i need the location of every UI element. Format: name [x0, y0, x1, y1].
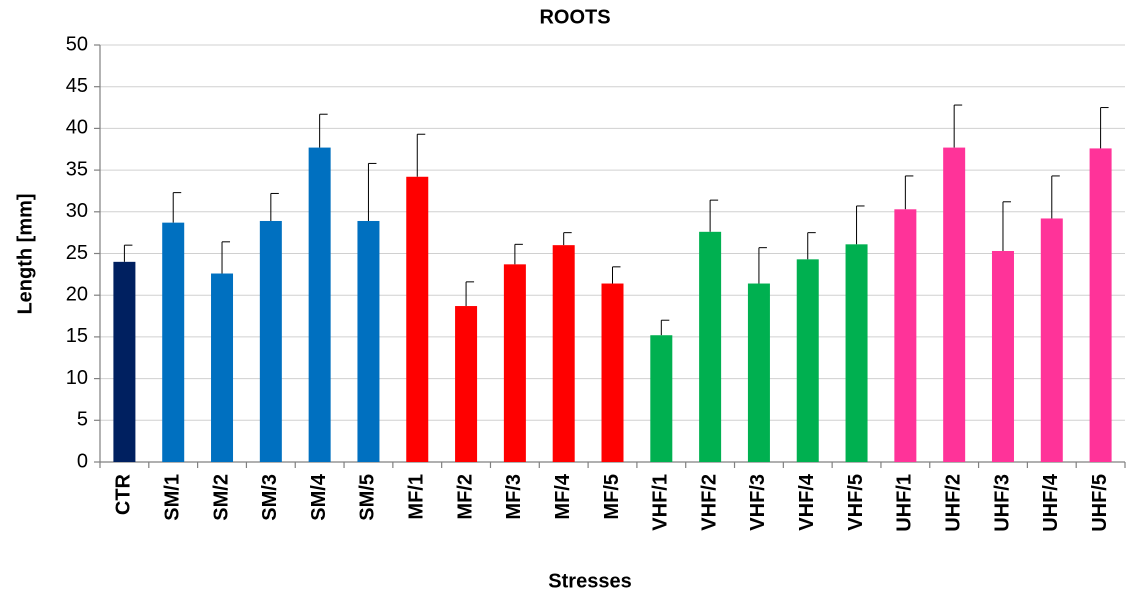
x-tick-label: MF/4	[552, 473, 574, 519]
bar	[552, 245, 575, 462]
bar	[699, 231, 722, 462]
x-tick-label: MF/2	[454, 474, 476, 520]
x-tick-label: SM/3	[259, 474, 281, 521]
x-tick-label: UHF/2	[942, 474, 964, 532]
chart-title: ROOTS	[539, 6, 610, 28]
y-axis-title: Length [mm]	[14, 193, 36, 314]
x-tick-label: VHF/3	[747, 474, 769, 531]
x-tick-label: UHF/4	[1040, 473, 1062, 532]
y-tick-label: 20	[66, 283, 88, 305]
bar	[211, 273, 234, 462]
bar	[1089, 148, 1112, 462]
bar	[259, 220, 282, 462]
x-tick-label: MF/1	[406, 474, 428, 520]
y-tick-label: 15	[66, 325, 88, 347]
bar	[991, 250, 1014, 462]
x-tick-label: CTR	[113, 473, 135, 515]
bar	[162, 222, 185, 462]
x-tick-label: MF/5	[601, 474, 623, 520]
y-tick-label: 0	[77, 450, 88, 472]
y-tick-label: 50	[66, 33, 88, 55]
y-tick-label: 45	[66, 75, 88, 97]
bar	[894, 209, 917, 462]
y-tick-label: 25	[66, 242, 88, 264]
y-tick-label: 40	[66, 117, 88, 139]
x-tick-label: SM/1	[161, 474, 183, 521]
bar	[455, 306, 478, 462]
bar	[1040, 218, 1063, 462]
x-tick-label: VHF/1	[650, 474, 672, 531]
bar	[601, 283, 624, 462]
y-tick-label: 30	[66, 200, 88, 222]
y-tick-label: 5	[77, 409, 88, 431]
bar	[503, 264, 526, 462]
bar	[308, 147, 331, 462]
bar	[796, 259, 819, 462]
y-tick-label: 35	[66, 158, 88, 180]
x-tick-label: UHF/3	[991, 474, 1013, 532]
bar	[113, 261, 136, 462]
x-tick-label: VHF/5	[845, 474, 867, 531]
bar	[845, 244, 868, 462]
x-tick-label: VHF/4	[796, 473, 818, 531]
x-tick-label: SM/2	[210, 474, 232, 521]
x-tick-label: SM/5	[357, 474, 379, 521]
x-tick-label: MF/3	[503, 474, 525, 520]
bar	[943, 147, 966, 462]
x-tick-label: UHF/1	[894, 474, 916, 532]
x-tick-label: SM/4	[308, 473, 330, 521]
y-tick-label: 10	[66, 367, 88, 389]
x-tick-label: UHF/5	[1089, 474, 1111, 532]
bar	[747, 283, 770, 462]
x-axis-title: Stresses	[548, 570, 631, 592]
bar	[406, 176, 429, 462]
bar	[650, 335, 673, 462]
x-tick-label: VHF/2	[698, 474, 720, 531]
bar	[357, 220, 380, 462]
